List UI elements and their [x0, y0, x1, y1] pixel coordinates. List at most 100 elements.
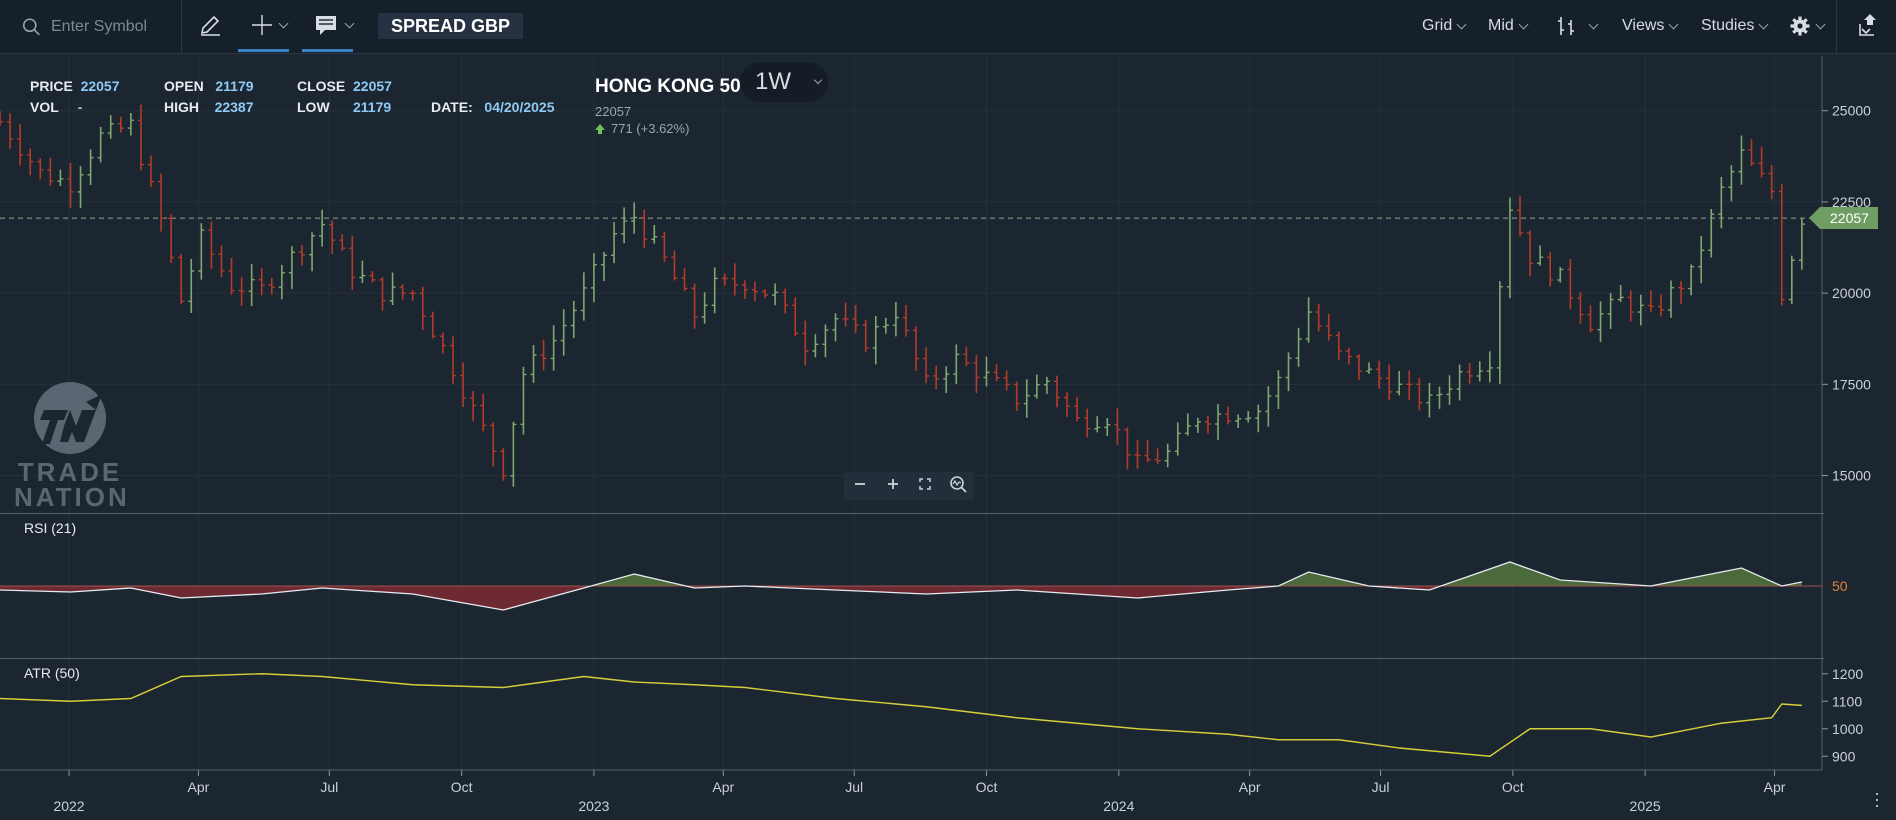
low-value: 21179	[353, 99, 392, 115]
top-toolbar: SPREAD GBP Grid Mid Views Studies	[0, 0, 1896, 54]
time-tick-label: 2022	[53, 798, 84, 814]
price-tick-label: 17500	[1832, 376, 1871, 392]
date-label: DATE:	[431, 99, 473, 115]
instrument-name: HONG KONG 50	[595, 76, 741, 97]
logo-word-nation: NATION	[14, 482, 130, 512]
search-icon	[22, 18, 40, 36]
atr-pane-label: ATR (50)	[24, 665, 80, 681]
change-value: 771 (+3.62%)	[611, 121, 690, 136]
price-label: PRICE	[30, 78, 73, 94]
symbol-search[interactable]	[0, 0, 182, 54]
low-label: LOW	[297, 99, 330, 115]
price-readout: PRICE 22057	[30, 78, 120, 94]
atr-tick-label: 1000	[1832, 721, 1863, 737]
atr-line	[0, 673, 1802, 757]
instrument-last-price: 22057	[595, 104, 632, 119]
price-tick-label: 22500	[1832, 194, 1871, 210]
time-tick-label: Apr	[188, 779, 210, 795]
expand-icon	[919, 477, 931, 490]
comment-tool-button[interactable]	[314, 13, 355, 37]
zoom-controls	[844, 472, 974, 500]
settings-menu[interactable]	[1789, 15, 1826, 37]
toolbar-divider	[1836, 0, 1837, 54]
date-value: 04/20/2025	[484, 99, 555, 115]
atr-tick-label: 1100	[1832, 693, 1862, 709]
grid-menu-label: Grid	[1422, 17, 1453, 34]
trade-nation-logo: TRADE NATION	[14, 380, 130, 512]
time-tick-label: Oct	[976, 779, 998, 795]
comment-active-indicator	[302, 49, 353, 52]
atr-pane-divider[interactable]	[0, 658, 1824, 659]
high-readout: HIGH 22387	[164, 99, 254, 115]
vol-readout: VOL -	[30, 99, 82, 115]
time-tick-label: Apr	[1764, 779, 1786, 795]
mid-menu[interactable]: Mid	[1488, 17, 1529, 35]
symbol-search-input[interactable]	[51, 18, 181, 36]
fit-button[interactable]	[913, 477, 937, 496]
time-tick-label: 2024	[1103, 798, 1134, 814]
time-tick-label: Jul	[1372, 779, 1390, 795]
vol-label: VOL	[30, 99, 59, 115]
price-tick-label: 20000	[1832, 285, 1871, 301]
price-value: 22057	[80, 78, 120, 94]
timeframe-selector[interactable]: 1W	[740, 62, 828, 102]
more-options-icon[interactable]: · · ·	[1874, 783, 1880, 815]
studies-menu-label: Studies	[1701, 17, 1755, 34]
crosshair-tool-button[interactable]	[250, 13, 289, 37]
open-readout: OPEN 21179	[164, 78, 254, 94]
rsi-pane: 50	[0, 561, 1848, 611]
time-tick-label: 2025	[1630, 798, 1661, 814]
low-readout: LOW 21179	[297, 99, 391, 115]
plus-icon	[887, 478, 898, 489]
draw-tool-button[interactable]	[198, 13, 222, 37]
grid-menu[interactable]: Grid	[1422, 17, 1467, 35]
export-button[interactable]	[1856, 12, 1880, 38]
zoom-reset-icon	[949, 475, 967, 493]
open-label: OPEN	[164, 78, 204, 94]
zoom-out-button[interactable]	[848, 477, 872, 496]
time-tick-label: Jul	[845, 779, 863, 795]
open-value: 21179	[215, 78, 254, 94]
account-mode-badge[interactable]: SPREAD GBP	[378, 13, 524, 39]
high-value: 22387	[214, 99, 254, 115]
trade-nation-logo-mark	[34, 382, 106, 454]
chart-type-menu[interactable]	[1556, 15, 1599, 37]
views-menu-label: Views	[1622, 17, 1665, 34]
instrument-change: 771 (+3.62%)	[595, 121, 689, 136]
chart-grid	[0, 56, 1822, 770]
studies-menu[interactable]: Studies	[1701, 17, 1769, 35]
ohlc-bars	[0, 104, 1822, 487]
date-readout: DATE: 04/20/2025	[431, 99, 554, 115]
close-readout: CLOSE 22057	[297, 78, 392, 94]
time-tick-label: Oct	[451, 779, 473, 795]
mid-menu-label: Mid	[1488, 17, 1514, 34]
vol-value: -	[77, 99, 83, 115]
rsi-pane-divider[interactable]	[0, 513, 1824, 514]
time-axis: 2022 Apr Jul Oct 2023 Apr Jul Oct 2024 Apr Jul Oct 2…	[0, 769, 1822, 814]
high-label: HIGH	[164, 99, 199, 115]
pencil-icon	[200, 15, 220, 36]
atr-tick-label: 1200	[1832, 666, 1863, 682]
export-icon	[1859, 14, 1876, 36]
rsi-fill-below	[0, 586, 1802, 610]
close-label: CLOSE	[297, 78, 346, 94]
timeframe-value: 1W	[755, 68, 791, 95]
chevron-down-icon	[813, 75, 823, 85]
views-menu[interactable]: Views	[1622, 17, 1679, 35]
rsi-line	[0, 561, 1802, 611]
price-tick-label: 25000	[1832, 103, 1871, 119]
bar-chart-type-icon	[1558, 17, 1574, 35]
minus-icon	[855, 482, 866, 485]
price-tick-label: 15000	[1832, 468, 1871, 484]
crosshair-active-indicator	[238, 49, 289, 52]
reset-zoom-button[interactable]	[946, 475, 970, 498]
crosshair-icon	[252, 15, 272, 35]
close-value: 22057	[353, 78, 392, 94]
time-tick-label: 2023	[578, 798, 609, 814]
logo-word-trade: TRADE	[17, 457, 123, 487]
rsi-midline-label: 50	[1832, 578, 1848, 594]
atr-tick-label: 900	[1832, 748, 1856, 764]
zoom-in-button[interactable]	[881, 477, 905, 496]
